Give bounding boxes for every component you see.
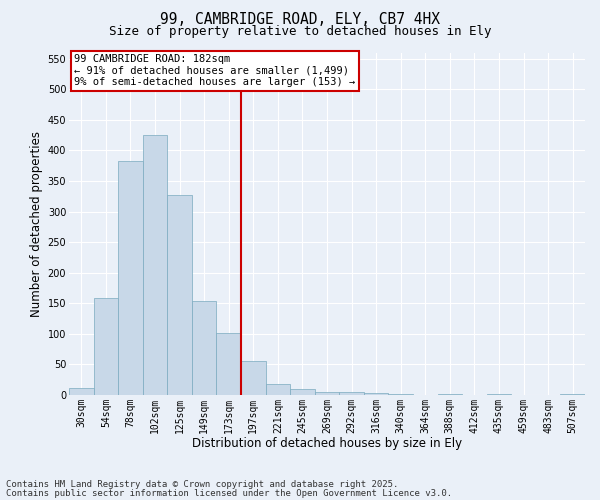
X-axis label: Distribution of detached houses by size in Ely: Distribution of detached houses by size …	[192, 437, 462, 450]
Bar	[118, 161, 143, 395]
Text: 99, CAMBRIDGE ROAD, ELY, CB7 4HX: 99, CAMBRIDGE ROAD, ELY, CB7 4HX	[160, 12, 440, 28]
Text: Contains HM Land Registry data © Crown copyright and database right 2025.: Contains HM Land Registry data © Crown c…	[6, 480, 398, 489]
Bar	[266, 384, 290, 395]
Y-axis label: Number of detached properties: Number of detached properties	[31, 130, 43, 317]
Text: 99 CAMBRIDGE ROAD: 182sqm
← 91% of detached houses are smaller (1,499)
9% of sem: 99 CAMBRIDGE ROAD: 182sqm ← 91% of detac…	[74, 54, 355, 88]
Bar	[94, 298, 118, 395]
Bar	[437, 394, 462, 395]
Bar	[167, 195, 192, 395]
Bar	[290, 389, 315, 395]
Bar	[315, 392, 339, 395]
Bar	[69, 388, 94, 395]
Text: Contains public sector information licensed under the Open Government Licence v3: Contains public sector information licen…	[6, 489, 452, 498]
Bar	[241, 362, 266, 395]
Bar	[487, 394, 511, 395]
Bar	[364, 392, 388, 395]
Bar	[192, 302, 217, 395]
Text: Size of property relative to detached houses in Ely: Size of property relative to detached ho…	[109, 25, 491, 38]
Bar	[339, 392, 364, 395]
Bar	[217, 332, 241, 395]
Bar	[388, 394, 413, 395]
Bar	[143, 135, 167, 395]
Bar	[560, 394, 585, 395]
